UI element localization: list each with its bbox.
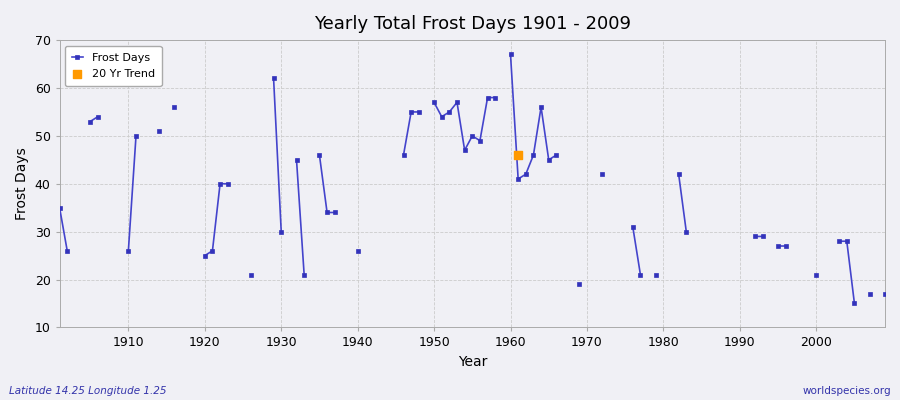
- Frost Days: [123, 248, 134, 253]
- X-axis label: Year: Year: [457, 355, 487, 369]
- Frost Days: [879, 292, 890, 296]
- Frost Days: [513, 176, 524, 181]
- Text: Latitude 14.25 Longitude 1.25: Latitude 14.25 Longitude 1.25: [9, 386, 166, 396]
- 20 Yr Trend: [511, 152, 526, 158]
- Title: Yearly Total Frost Days 1901 - 2009: Yearly Total Frost Days 1901 - 2009: [314, 15, 631, 33]
- Frost Days: [291, 158, 302, 162]
- Line: Frost Days: Frost Days: [58, 52, 887, 306]
- Frost Days: [54, 205, 65, 210]
- Y-axis label: Frost Days: Frost Days: [15, 147, 29, 220]
- Legend: Frost Days, 20 Yr Trend: Frost Days, 20 Yr Trend: [65, 46, 162, 86]
- Frost Days: [505, 52, 516, 57]
- Text: worldspecies.org: worldspecies.org: [803, 386, 891, 396]
